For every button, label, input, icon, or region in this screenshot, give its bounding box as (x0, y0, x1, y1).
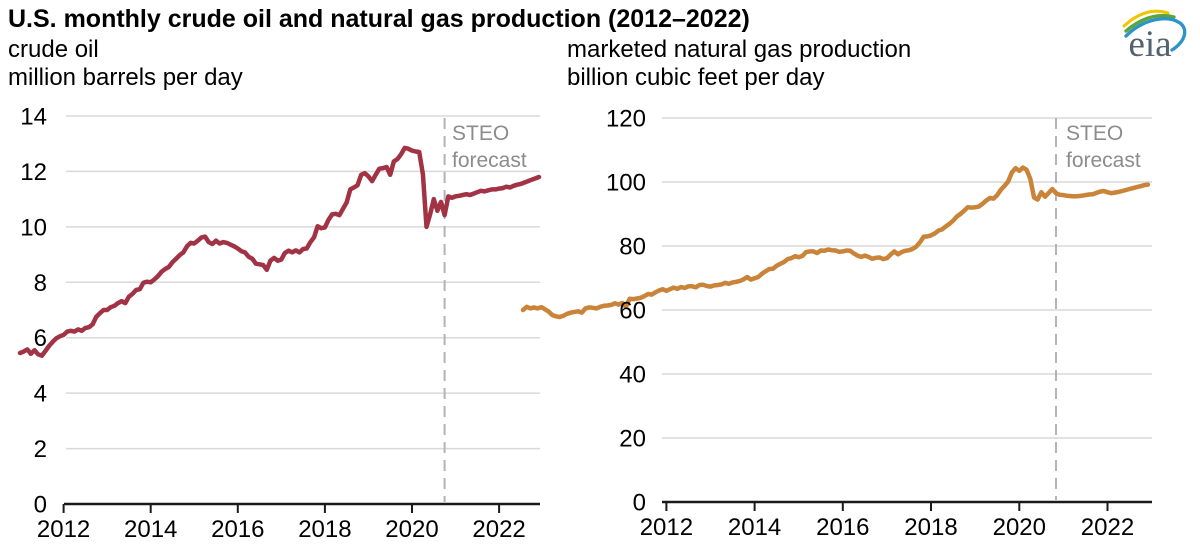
y-tick-label: 14 (20, 104, 47, 131)
series-line (17, 145, 542, 358)
steo-forecast-annotation: forecast (452, 149, 527, 172)
x-tick-label: 2020 (385, 516, 438, 543)
steo-forecast-annotation: STEO (1066, 122, 1123, 145)
y-tick-label: 8 (34, 270, 47, 297)
crude-chart-name: crude oil (8, 36, 99, 63)
y-tick-label: 20 (619, 426, 646, 453)
eia-logo-swoosh-green-icon (1124, 13, 1176, 33)
gas-chart-subtitle: marketed natural gas production billion … (567, 36, 911, 92)
crude-chart-subtitle: crude oil million barrels per day (8, 36, 243, 92)
eia-logo: eia (1122, 9, 1187, 64)
x-tick-label: 2018 (298, 516, 351, 543)
x-tick-label: 2022 (472, 516, 525, 543)
y-tick-label: 60 (619, 298, 646, 325)
x-tick-label: 2016 (211, 516, 264, 543)
y-tick-label: 6 (34, 325, 47, 352)
x-tick-label: 2016 (816, 514, 869, 541)
y-tick-label: 0 (34, 492, 47, 519)
y-tick-label: 80 (619, 234, 646, 261)
crude-chart-units: million barrels per day (8, 64, 243, 91)
x-tick-label: 2012 (37, 516, 90, 543)
x-tick-label: 2018 (904, 514, 957, 541)
x-tick-label: 2022 (1081, 514, 1134, 541)
x-tick-label: 2012 (640, 514, 693, 541)
eia-logo-swoosh-yellow-icon (1122, 9, 1170, 28)
y-tick-label: 120 (606, 106, 646, 133)
eia-logo-swoosh-blue-icon (1124, 17, 1187, 52)
series-line (520, 165, 1151, 320)
y-tick-label: 2 (34, 436, 47, 463)
y-tick-label: 100 (606, 170, 646, 197)
gas-chart-name: marketed natural gas production (567, 36, 912, 63)
y-tick-label: 12 (20, 159, 47, 186)
x-tick-label: 2014 (728, 514, 781, 541)
y-tick-label: 4 (34, 381, 47, 408)
figure-title: U.S. monthly crude oil and natural gas p… (8, 5, 750, 33)
x-tick-label: 2014 (124, 516, 177, 543)
eia-logo-text: eia (1128, 24, 1171, 64)
y-tick-label: 0 (633, 490, 646, 517)
y-tick-label: 40 (619, 362, 646, 389)
steo-forecast-annotation: STEO (452, 122, 509, 145)
y-tick-label: 10 (20, 214, 47, 241)
gas-chart-units: billion cubic feet per day (567, 64, 825, 91)
steo-forecast-annotation: forecast (1066, 149, 1141, 172)
x-tick-label: 2020 (993, 514, 1046, 541)
